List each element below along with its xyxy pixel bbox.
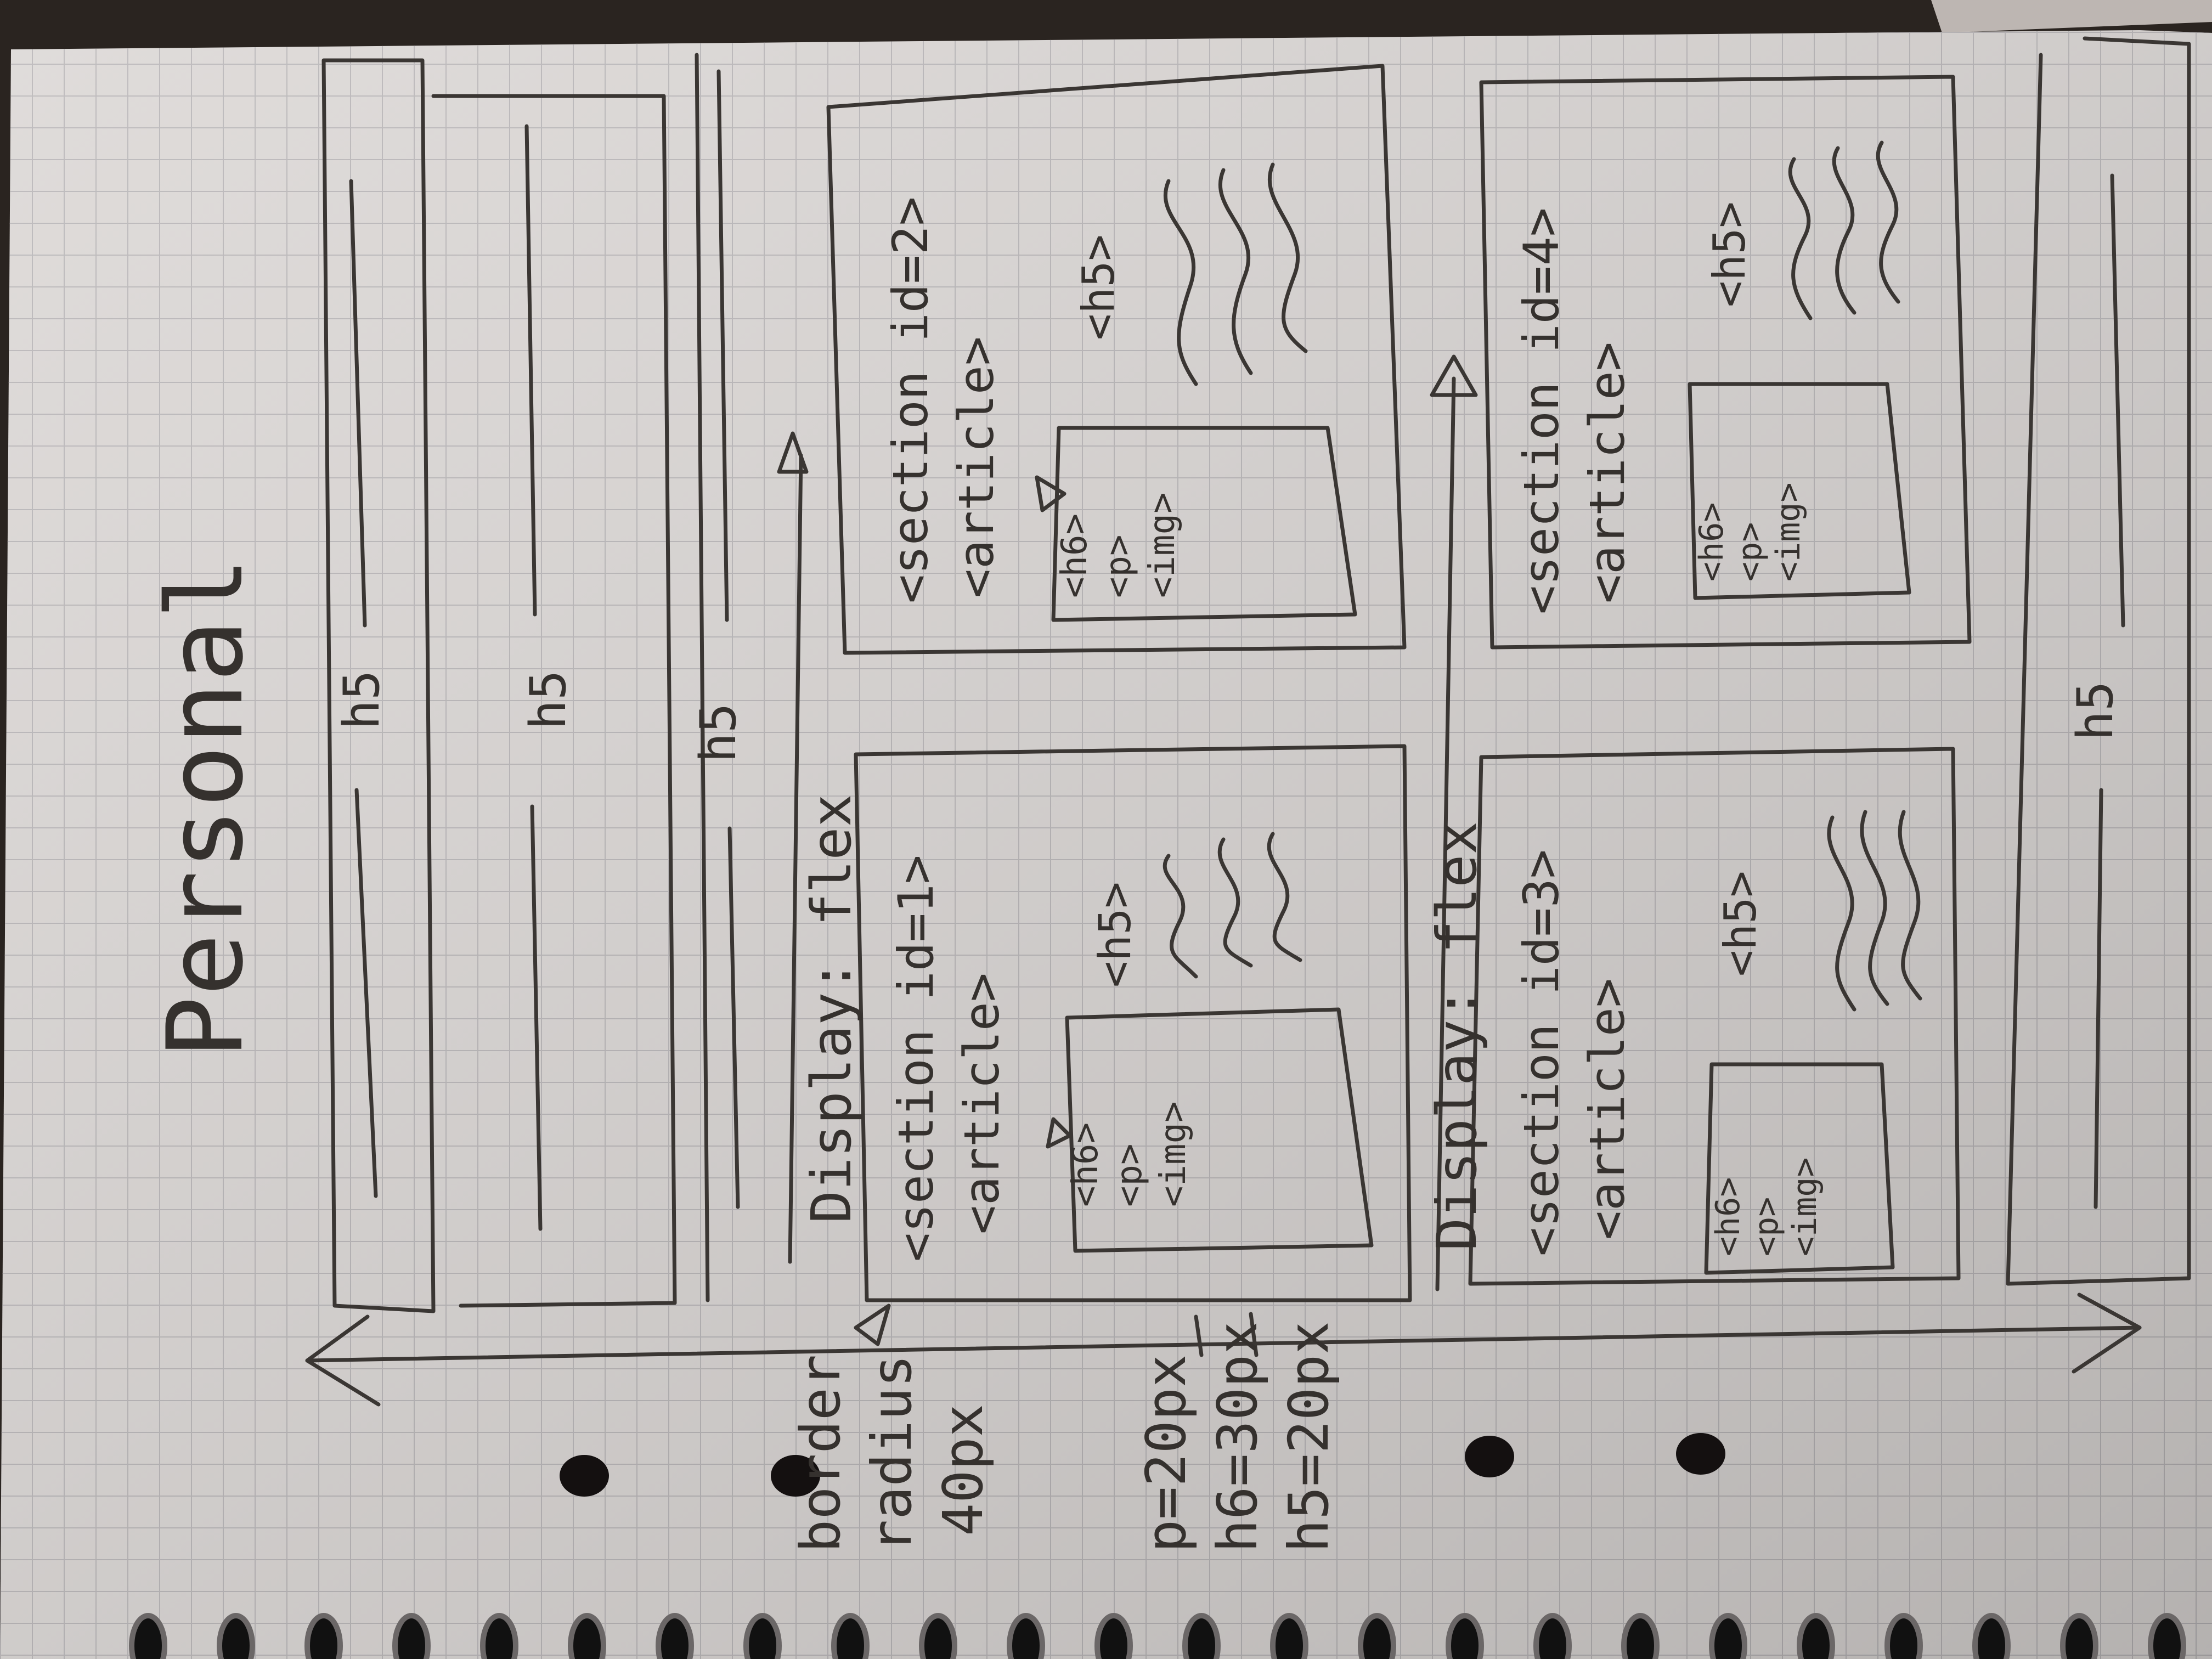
section-1-box bbox=[854, 744, 1412, 1302]
size-note-h5: h5=20px bbox=[1277, 1322, 1341, 1553]
section-1-article: <article> bbox=[953, 973, 1010, 1234]
spiral-coil bbox=[1358, 1613, 1396, 1659]
section-2-tag: <section id=2> bbox=[882, 196, 939, 603]
spiral-coil bbox=[656, 1613, 694, 1659]
spiral-coil bbox=[1797, 1613, 1835, 1659]
border-note-line-3: 40px bbox=[931, 1404, 995, 1536]
flex-arrow-2 bbox=[1435, 376, 1456, 1291]
section-4-card bbox=[1688, 382, 1911, 600]
spiral-coil bbox=[743, 1613, 782, 1659]
spiral-coil bbox=[831, 1613, 870, 1659]
page-title: Personal bbox=[145, 557, 266, 1059]
spiral-coil bbox=[1270, 1613, 1308, 1659]
section-2-box bbox=[826, 64, 1407, 655]
spiral-coil bbox=[1446, 1613, 1484, 1659]
size-note-p: p=20px bbox=[1134, 1355, 1198, 1553]
spiral-coil bbox=[919, 1613, 957, 1659]
punch-hole bbox=[1676, 1433, 1725, 1475]
h5-mark-1: h5 bbox=[333, 670, 391, 730]
section-4-card-h6: <h6> bbox=[1692, 503, 1731, 582]
h5-mark-3: h5 bbox=[690, 703, 747, 763]
section-2-article: <article> bbox=[948, 336, 1005, 598]
spiral-coil bbox=[1972, 1613, 2011, 1659]
spiral-coil bbox=[1884, 1613, 1923, 1659]
h5-mark-2: h5 bbox=[520, 670, 577, 730]
spiral-coil bbox=[392, 1613, 431, 1659]
section-1-card-img: <img> bbox=[1153, 1101, 1194, 1207]
section-3-article: <article> bbox=[1579, 978, 1635, 1240]
sidebar-box-2 bbox=[431, 94, 677, 1308]
spiral-coil bbox=[304, 1613, 343, 1659]
border-note-line-2: radius bbox=[860, 1355, 924, 1553]
section-1-tag: <section id=1> bbox=[888, 855, 944, 1262]
section-3-tag: <section id=3> bbox=[1513, 849, 1570, 1256]
display-flex-label-2: Display: flex bbox=[1425, 821, 1489, 1251]
spiral-binding bbox=[129, 1613, 2186, 1659]
section-3-card-h6: <h6> bbox=[1709, 1177, 1747, 1257]
size-note-h6: h6=30px bbox=[1205, 1322, 1269, 1553]
section-3-box bbox=[1468, 747, 1961, 1286]
section-2-card-img: <img> bbox=[1142, 492, 1183, 598]
section-1-h5: <h5> bbox=[1090, 882, 1141, 988]
h5-mark-4: h5 bbox=[2067, 681, 2124, 741]
punch-hole bbox=[1465, 1436, 1514, 1477]
wireframe-sketch bbox=[305, 36, 2191, 1407]
right-column-box bbox=[2006, 36, 2191, 1286]
spiral-coil bbox=[568, 1613, 606, 1659]
section-4-tag: <section id=4> bbox=[1513, 207, 1570, 614]
spiral-coil bbox=[1621, 1613, 1660, 1659]
spiral-coil bbox=[2148, 1613, 2186, 1659]
background-paper bbox=[1931, 0, 2212, 33]
section-4-h5: <h5> bbox=[1704, 201, 1755, 307]
spiral-coil bbox=[129, 1613, 167, 1659]
punch-hole bbox=[771, 1455, 820, 1497]
spiral-coil bbox=[1182, 1613, 1221, 1659]
punch-hole bbox=[560, 1455, 609, 1497]
sidebar-divider bbox=[695, 53, 710, 1302]
spiral-coil bbox=[1533, 1613, 1572, 1659]
display-flex-label-1: Display: flex bbox=[799, 794, 864, 1223]
section-4-card-img: <img> bbox=[1769, 482, 1808, 582]
spiral-coil bbox=[1709, 1613, 1747, 1659]
spiral-coil bbox=[1094, 1613, 1133, 1659]
section-4-article: <article> bbox=[1579, 342, 1635, 603]
spiral-coil bbox=[2060, 1613, 2098, 1659]
section-4-card-p: <p> bbox=[1731, 522, 1769, 582]
flex-arrow-1 bbox=[788, 453, 803, 1264]
section-1-card bbox=[1065, 1007, 1374, 1253]
section-2-card bbox=[1051, 426, 1357, 622]
section-2-card-p: <p> bbox=[1098, 534, 1139, 598]
sidebar-box-1 bbox=[321, 58, 436, 1313]
section-2-h5: <h5> bbox=[1073, 234, 1124, 340]
section-2-card-h6: <h6> bbox=[1054, 514, 1095, 598]
punch-holes bbox=[560, 1433, 1725, 1497]
section-3-card-p: <p> bbox=[1747, 1197, 1786, 1256]
section-3-h5: <h5> bbox=[1715, 871, 1766, 977]
section-3-card-img: <img> bbox=[1786, 1157, 1824, 1256]
border-note-line-1: border bbox=[788, 1355, 853, 1553]
section-1-card-p: <p> bbox=[1109, 1143, 1150, 1207]
width-arrow bbox=[305, 1325, 2142, 1363]
section-4-box bbox=[1479, 75, 1972, 650]
spiral-coil bbox=[1007, 1613, 1045, 1659]
section-3-card bbox=[1704, 1062, 1895, 1275]
spiral-coil bbox=[480, 1613, 518, 1659]
section-1-card-h6: <h6> bbox=[1065, 1122, 1106, 1207]
spiral-coil bbox=[217, 1613, 255, 1659]
notebook-page bbox=[0, 30, 2212, 1659]
